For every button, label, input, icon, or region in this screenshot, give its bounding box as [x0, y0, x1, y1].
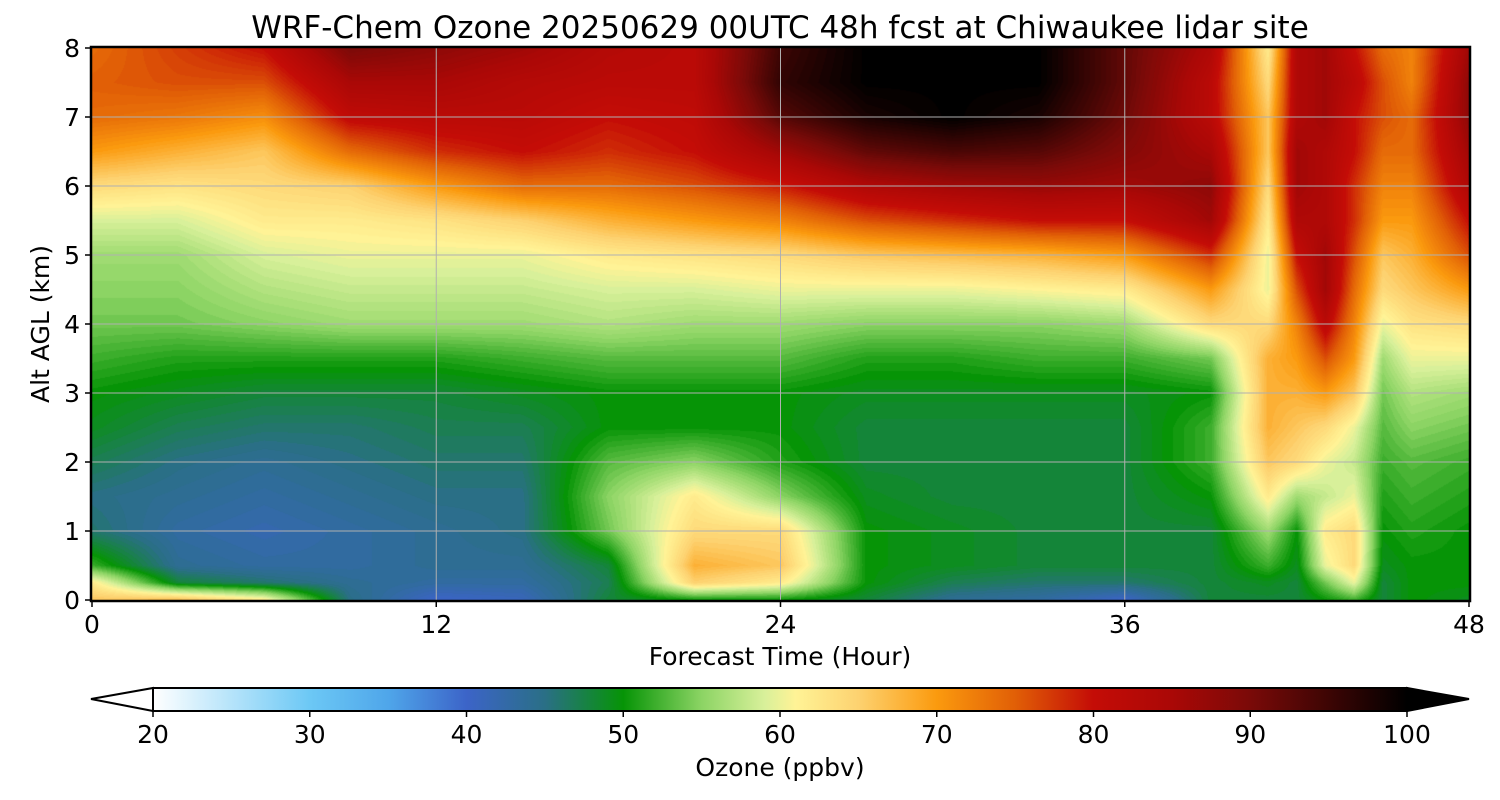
y-tick-label: 4	[64, 310, 80, 339]
x-axis-label: Forecast Time (Hour)	[649, 642, 912, 671]
colorbar-min-extension	[90, 686, 154, 713]
y-axis-label: Alt AGL (km)	[26, 245, 55, 403]
colorbar-tick-label: 30	[294, 720, 326, 749]
colorbar-tick-label: 70	[921, 720, 953, 749]
x-tick-label: 12	[420, 610, 452, 639]
x-axis-ticks: 0 12 24 36 48	[84, 600, 1485, 639]
y-tick-label: 1	[64, 517, 80, 546]
y-axis-ticks: 0 1 2 3 4 5 6 7 8	[64, 34, 92, 615]
chart-title: WRF-Chem Ozone 20250629 00UTC 48h fcst a…	[251, 10, 1309, 46]
y-tick-label: 3	[64, 379, 80, 408]
colorbar-max-extension	[1406, 686, 1470, 713]
y-tick-label: 6	[64, 172, 80, 201]
colorbar-bar	[152, 687, 1408, 712]
y-tick-label: 5	[64, 241, 80, 270]
x-tick-label: 36	[1109, 610, 1141, 639]
y-tick-label: 8	[64, 34, 80, 63]
colorbar-tick-label: 80	[1078, 720, 1110, 749]
colorbar-ticks: 20 30 40 50 60 70 80 90 100	[137, 711, 1431, 749]
colorbar-tick-label: 90	[1234, 720, 1266, 749]
x-tick-label: 48	[1453, 610, 1485, 639]
colorbar-tick-label: 50	[607, 720, 639, 749]
y-tick-label: 7	[64, 103, 80, 132]
colorbar: 20 30 40 50 60 70 80 90 100 Ozone (ppbv)	[90, 686, 1470, 782]
colorbar-label: Ozone (ppbv)	[695, 753, 864, 782]
x-tick-label: 0	[84, 610, 100, 639]
gridlines	[92, 48, 1469, 600]
colorbar-tick-label: 100	[1383, 720, 1431, 749]
y-tick-label: 0	[64, 586, 80, 615]
colorbar-tick-label: 60	[764, 720, 796, 749]
x-tick-label: 24	[765, 610, 797, 639]
y-tick-label: 2	[64, 448, 80, 477]
colorbar-tick-label: 20	[137, 720, 169, 749]
colorbar-tick-label: 40	[451, 720, 483, 749]
